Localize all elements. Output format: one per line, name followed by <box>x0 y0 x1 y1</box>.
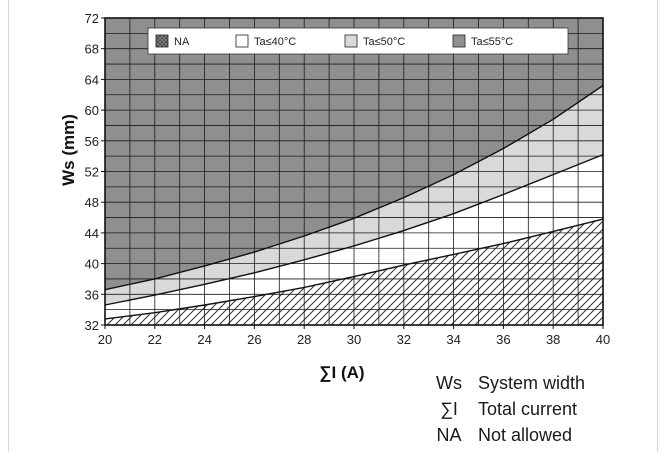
grid-layer <box>104 17 604 326</box>
glossary-desc: System width <box>478 372 586 393</box>
legend: NA Ta≤40°C Ta≤50°C Ta≤55°C <box>147 27 569 55</box>
legend-swatch <box>344 34 358 48</box>
x-tick-label: 22 <box>148 332 162 347</box>
y-tick-label: 36 <box>85 287 99 302</box>
legend-swatch <box>155 34 169 48</box>
legend-box <box>147 27 569 55</box>
glossary-row: ∑I Total current <box>426 396 636 422</box>
curve-ta50 <box>104 84 604 291</box>
y-tick-label: 68 <box>85 42 99 57</box>
glossary-row: NA Not allowed <box>426 422 636 448</box>
x-tick-label: 28 <box>297 332 311 347</box>
x-tick-label: 20 <box>98 332 112 347</box>
x-tick-label: 24 <box>197 332 211 347</box>
x-tick-label: 40 <box>596 332 610 347</box>
legend-label: NA <box>174 36 190 48</box>
x-tick-label: 38 <box>546 332 560 347</box>
x-tick-label: 26 <box>247 332 261 347</box>
glossary-desc: Not allowed <box>478 424 573 445</box>
curve-na <box>104 218 604 320</box>
curve-ta40 <box>104 153 604 306</box>
y-tick-label: 44 <box>85 226 99 241</box>
x-axis-title: ∑I (A) <box>319 363 364 382</box>
x-tick-label: 32 <box>397 332 411 347</box>
x-tick-label: 30 <box>347 332 361 347</box>
y-tick-label: 56 <box>85 134 99 149</box>
curves-layer <box>104 84 604 320</box>
y-tick-label: 40 <box>85 257 99 272</box>
axes-layer: 20 22 24 26 28 30 32 34 36 38 40 32 36 40 44 48 52 56 60 64… <box>85 11 611 347</box>
legend-swatch <box>452 34 466 48</box>
glossary-abbr: Ws <box>436 372 462 393</box>
y-tick-label: 52 <box>85 165 99 180</box>
y-tick-label: 60 <box>85 103 99 118</box>
legend-label: Ta≤55°C <box>471 36 513 48</box>
glossary-row: Ws System width <box>426 370 636 396</box>
y-tick-label: 64 <box>85 72 99 87</box>
y-tick-label: 72 <box>85 11 99 26</box>
glossary-abbr: NA <box>436 424 462 445</box>
glossary-desc: Total current <box>478 398 578 419</box>
glossary: Ws System width ∑I Total current NA Not allow… <box>426 370 636 448</box>
figure-frame <box>8 0 658 452</box>
legend-swatch <box>235 34 249 48</box>
y-tick-label: 32 <box>85 318 99 333</box>
x-tick-label: 34 <box>446 332 460 347</box>
legend-label: Ta≤50°C <box>363 36 405 48</box>
legend-label: Ta≤40°C <box>254 36 296 48</box>
y-tick-label: 48 <box>85 195 99 210</box>
y-axis-title: Ws (mm) <box>59 114 78 186</box>
glossary-abbr: ∑I <box>440 398 458 419</box>
x-tick-label: 36 <box>496 332 510 347</box>
